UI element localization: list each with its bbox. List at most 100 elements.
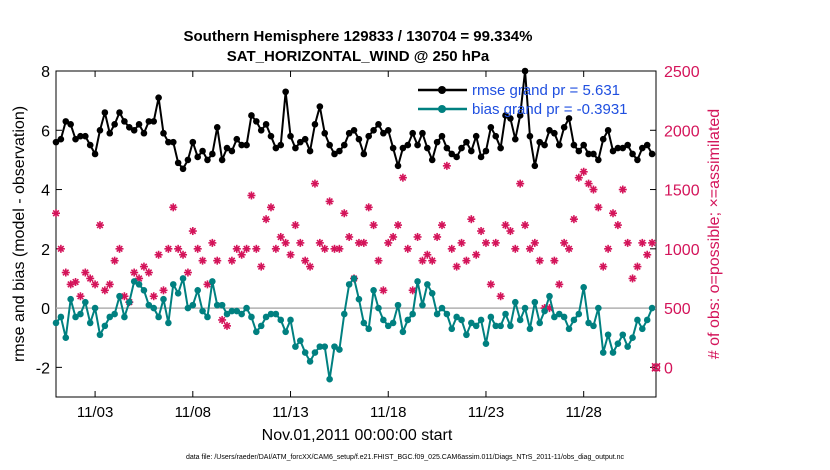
obs-assimilated-point: [257, 263, 265, 271]
rmse-point: [576, 148, 583, 155]
bias-point: [307, 358, 314, 365]
rmse-point: [282, 88, 289, 95]
bias-point: [571, 317, 578, 324]
rmse-point: [551, 130, 558, 137]
bias-point: [326, 376, 333, 383]
rmse-point: [434, 139, 441, 146]
bias-point: [365, 326, 372, 333]
bias-point: [58, 314, 65, 321]
rmse-point: [492, 133, 499, 140]
obs-assimilated-point: [374, 257, 382, 265]
y-right-tick-label: 1000: [664, 242, 700, 259]
rmse-point: [414, 142, 421, 149]
bias-point: [97, 331, 104, 338]
y-left-axis-label: rmse and bias (model - observation): [11, 106, 28, 362]
bias-point: [297, 337, 304, 344]
rmse-point: [326, 142, 333, 149]
rmse-point: [419, 130, 426, 137]
rmse-point: [385, 127, 392, 134]
bias-point: [404, 317, 411, 324]
bias-point: [473, 323, 480, 330]
bias-point: [243, 305, 250, 312]
rmse-point: [116, 109, 123, 116]
bias-point: [610, 349, 617, 356]
rmse-point: [287, 133, 294, 140]
rmse-point: [233, 136, 240, 143]
rmse-point: [111, 121, 118, 128]
figure: Southern Hemisphere 129833 / 130704 = 99…: [0, 0, 830, 470]
rmse-point: [634, 157, 641, 164]
legend-bias-marker: [438, 105, 446, 113]
y-left-tick-label: 2: [41, 242, 50, 259]
y-left-tick-label: 6: [41, 123, 50, 140]
legend-bias-label: bias grand pr = -0.3931: [472, 101, 628, 118]
obs-assimilated-point: [506, 227, 514, 235]
obs-assimilated-point: [550, 257, 558, 265]
bias-point: [527, 326, 534, 333]
obs-assimilated-point: [589, 186, 597, 194]
bias-point: [282, 329, 289, 336]
obs-assimilated-point: [52, 209, 60, 217]
rmse-point: [395, 163, 402, 170]
bias-point: [532, 299, 539, 306]
bias-point: [370, 287, 377, 294]
rmse-point: [375, 121, 382, 128]
rmse-point: [58, 136, 65, 143]
rmse-point: [141, 130, 148, 137]
bias-point: [644, 317, 651, 324]
rmse-point: [590, 151, 597, 158]
rmse-point: [463, 139, 470, 146]
bias-point: [219, 302, 226, 309]
bias-point: [53, 320, 60, 327]
obs-assimilated-point: [365, 203, 373, 211]
bias-point: [180, 275, 187, 282]
obs-assimilated-point: [477, 227, 485, 235]
rmse-point: [160, 130, 167, 137]
bias-point: [395, 302, 402, 309]
bias-point: [424, 281, 431, 288]
obs-assimilated-point: [609, 209, 617, 217]
rmse-point: [409, 130, 416, 137]
rmse-point: [522, 68, 529, 75]
rmse-point: [429, 157, 436, 164]
bias-point: [87, 320, 94, 327]
rmse-point: [229, 148, 236, 155]
rmse-point: [97, 127, 104, 134]
rmse-point: [106, 130, 113, 137]
rmse-point: [253, 118, 260, 125]
obs-assimilated-point: [306, 263, 314, 271]
bias-point: [380, 317, 387, 324]
bias-point: [361, 320, 368, 327]
bias-point: [444, 311, 451, 318]
rmse-point: [321, 130, 328, 137]
obs-assimilated-point: [345, 233, 353, 241]
obs-assimilated-point: [443, 162, 451, 170]
rmse-point: [341, 142, 348, 149]
bias-point: [576, 311, 583, 318]
rmse-point: [390, 145, 397, 152]
rmse-point: [488, 124, 495, 131]
rmse-point: [361, 151, 368, 158]
bias-point: [102, 323, 109, 330]
bias-point: [165, 320, 172, 327]
bias-point: [409, 311, 416, 318]
chart-subtitle: SAT_HORIZONTAL_WIND @ 250 hPa: [227, 48, 490, 65]
bias-point: [414, 278, 421, 285]
obs-assimilated-point: [199, 257, 207, 265]
bias-point: [566, 326, 573, 333]
bias-point: [258, 323, 265, 330]
x-axis-label: Nov.01,2011 00:00:00 start: [262, 427, 453, 444]
y-right-tick-label: 2500: [664, 64, 700, 81]
obs-assimilated-point: [414, 233, 422, 241]
obs-assimilated-point: [629, 274, 637, 282]
bias-point: [356, 296, 363, 303]
bias-point: [434, 311, 441, 318]
rmse-point: [92, 151, 99, 158]
rmse-point: [444, 145, 451, 152]
obs-assimilated-point: [472, 251, 480, 259]
obs-assimilated-point: [428, 257, 436, 265]
bias-point: [287, 317, 294, 324]
obs-assimilated-point: [619, 186, 627, 194]
bias-point: [458, 317, 465, 324]
bias-point: [292, 343, 299, 350]
